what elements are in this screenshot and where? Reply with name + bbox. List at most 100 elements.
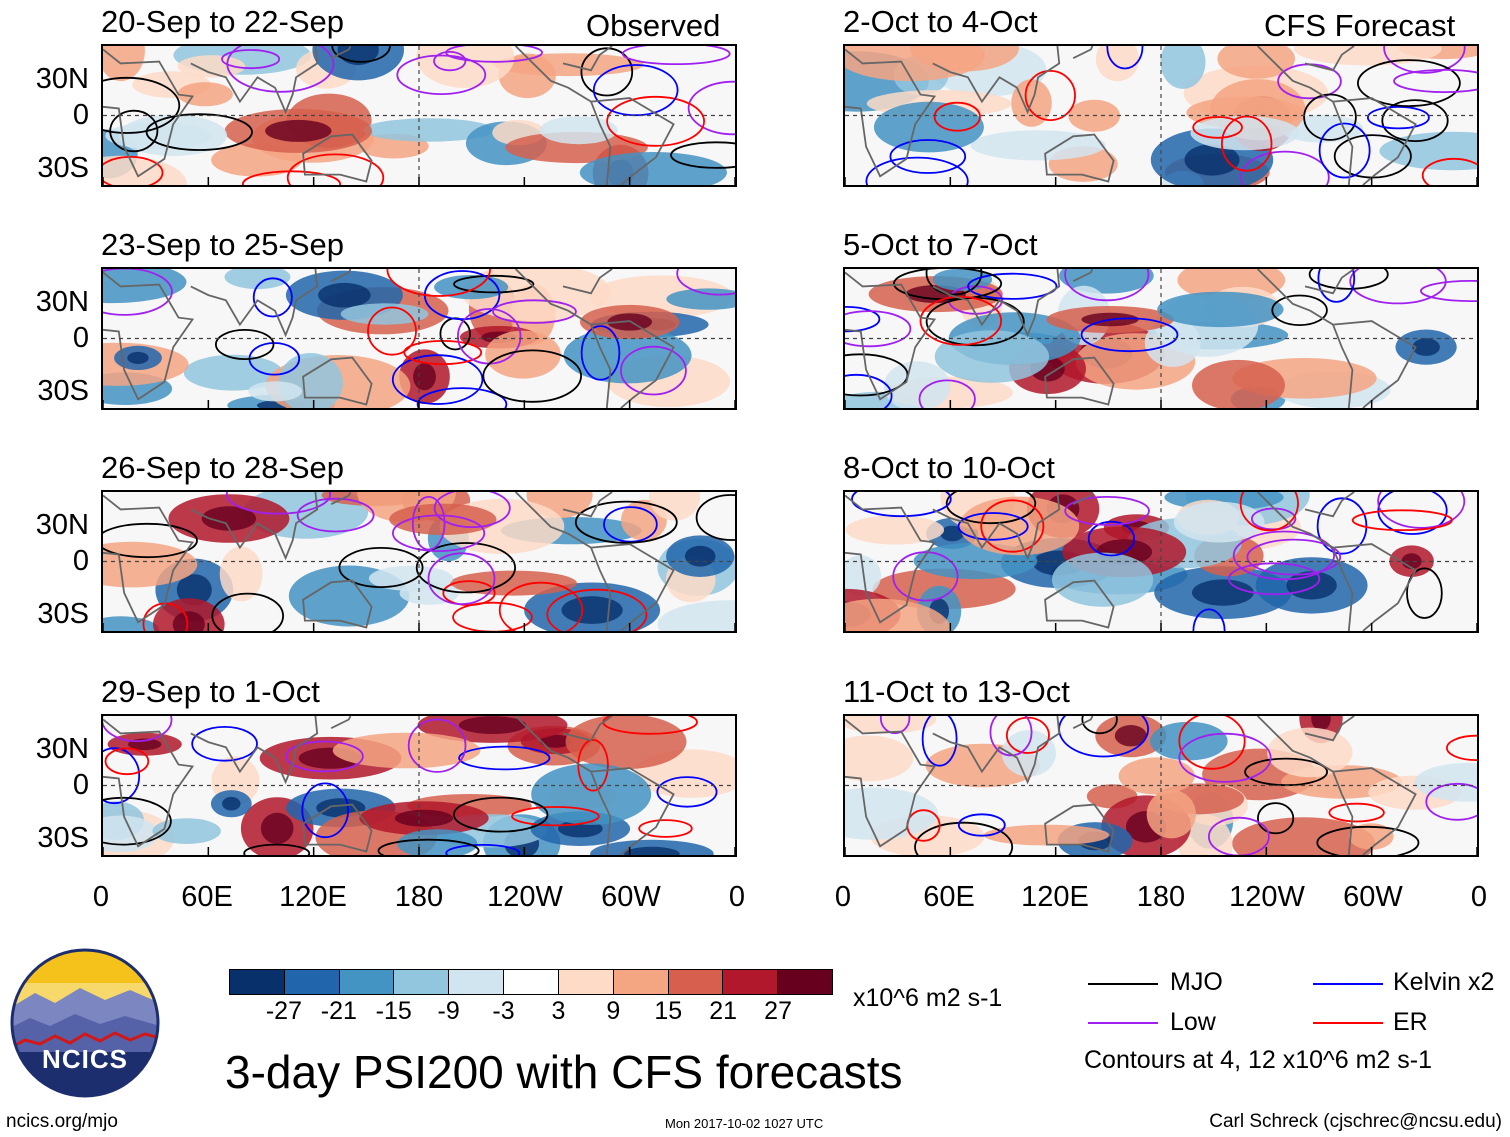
forecast-panel-1-map [843, 44, 1479, 187]
ncics-logo: NCICS [10, 948, 160, 1098]
anomaly-core [561, 596, 623, 624]
anomaly-shading [565, 716, 687, 770]
anomaly-core [1311, 716, 1331, 731]
observed-panel-2-title: 23-Sep to 25-Sep [101, 227, 345, 262]
x-tick-label: 0 [834, 881, 852, 913]
colorbar [229, 969, 833, 995]
anomaly-core [624, 846, 680, 855]
wave-contour [1308, 269, 1389, 290]
colorbar-swatch [393, 970, 449, 994]
x-tick-label: 0 [1470, 881, 1488, 913]
colorbar-tick-label: -3 [492, 997, 515, 1025]
wave-contour [1381, 99, 1449, 142]
colorbar-swatch [722, 970, 778, 994]
wave-contour [453, 796, 549, 833]
wave-contour [511, 806, 600, 827]
wave-contour [603, 506, 658, 543]
wave-contour [498, 581, 584, 631]
wave-contour [411, 496, 446, 551]
wave-contour [1406, 567, 1443, 619]
wave-contour [338, 547, 424, 589]
wave-contour [1080, 317, 1179, 353]
coastline [103, 716, 675, 855]
wave-contour [103, 156, 164, 185]
x-tick-label: 120W [1229, 881, 1305, 913]
wave-contour [492, 299, 577, 324]
wave-contour [1303, 93, 1357, 141]
wave-contour [580, 47, 634, 97]
anomaly-core [684, 545, 716, 567]
wave-contour [407, 718, 467, 773]
anomaly-shading [449, 570, 577, 596]
wave-contour [211, 592, 284, 631]
anomaly-shading [649, 492, 701, 521]
wave-contour [577, 739, 609, 792]
anomaly-shading [1379, 131, 1477, 171]
wave-contour [933, 101, 981, 132]
anomaly-shading [1349, 823, 1394, 850]
wave-contour [252, 277, 293, 318]
wave-contour [1024, 69, 1076, 122]
wave-contour [1393, 69, 1477, 93]
wave-contour [386, 269, 491, 297]
wave-contour [914, 821, 1014, 855]
wave-contour [1087, 520, 1135, 557]
anomaly-shading [539, 116, 618, 145]
wave-contour [391, 514, 486, 552]
wave-contour [445, 844, 521, 855]
x-tick-label: 60W [601, 881, 661, 913]
anomaly-shading [505, 131, 648, 164]
anomaly-shading [845, 787, 938, 840]
wave-contour [1081, 716, 1118, 735]
coastline [103, 269, 675, 408]
wave-contour [1317, 269, 1356, 303]
wave-contour [1208, 816, 1270, 855]
anomaly-shading [332, 732, 481, 769]
anomaly-shading [883, 361, 951, 408]
x-tick-label: 120E [1021, 881, 1089, 913]
y-tick-label: 30N [35, 62, 89, 95]
wave-contour [989, 716, 1033, 757]
x-tick-label: 120E [279, 881, 347, 913]
x-tick-label: 180 [394, 881, 444, 913]
colorbar-units: x10^6 m2 s-1 [853, 984, 1003, 1012]
wave-contour [1246, 538, 1342, 576]
wave-contour [980, 499, 1045, 553]
anomaly-shading [416, 46, 515, 88]
anomaly-core [176, 574, 212, 606]
wave-contour [1328, 802, 1385, 823]
anomaly-shading [1052, 552, 1154, 607]
wave-contour [967, 272, 1058, 300]
anomaly-shading [1192, 359, 1285, 408]
wave-contour [845, 310, 912, 348]
wave-contour [1227, 562, 1321, 596]
y-tick-label: 0 [72, 321, 89, 354]
wave-contour [1421, 157, 1477, 185]
wave-contour [1420, 280, 1477, 302]
colorbar-tick-label: 3 [551, 997, 566, 1025]
wave-contour [1377, 492, 1466, 529]
footer-url[interactable]: ncics.org/mjo [6, 1111, 118, 1132]
colorbar-swatch [338, 970, 394, 994]
coastline [845, 46, 1417, 185]
wave-contour [285, 740, 364, 773]
wave-contour [592, 64, 679, 117]
legend-er-label: ER [1393, 1008, 1428, 1036]
legend-low-label: Low [1170, 1008, 1216, 1036]
wave-contour [452, 601, 533, 631]
wave-contour [925, 269, 983, 296]
footer-timestamp: Mon 2017-10-02 1027 UTC [665, 1116, 824, 1131]
forecast-panel-4-map [843, 714, 1479, 857]
legend-kelvin-line [1313, 983, 1383, 985]
anomaly-shading [1190, 116, 1300, 151]
wave-contour [1192, 116, 1243, 139]
wave-contour [214, 329, 275, 361]
colorbar-swatch [448, 970, 504, 994]
wave-contour [243, 843, 311, 855]
wave-contour [1377, 492, 1448, 535]
wave-contour [103, 269, 173, 316]
anomaly-shading [845, 515, 945, 545]
anomaly-shading [152, 818, 221, 844]
observed-panel-3-title: 26-Sep to 28-Sep [101, 450, 345, 485]
colorbar-tick-label: -9 [437, 997, 460, 1025]
